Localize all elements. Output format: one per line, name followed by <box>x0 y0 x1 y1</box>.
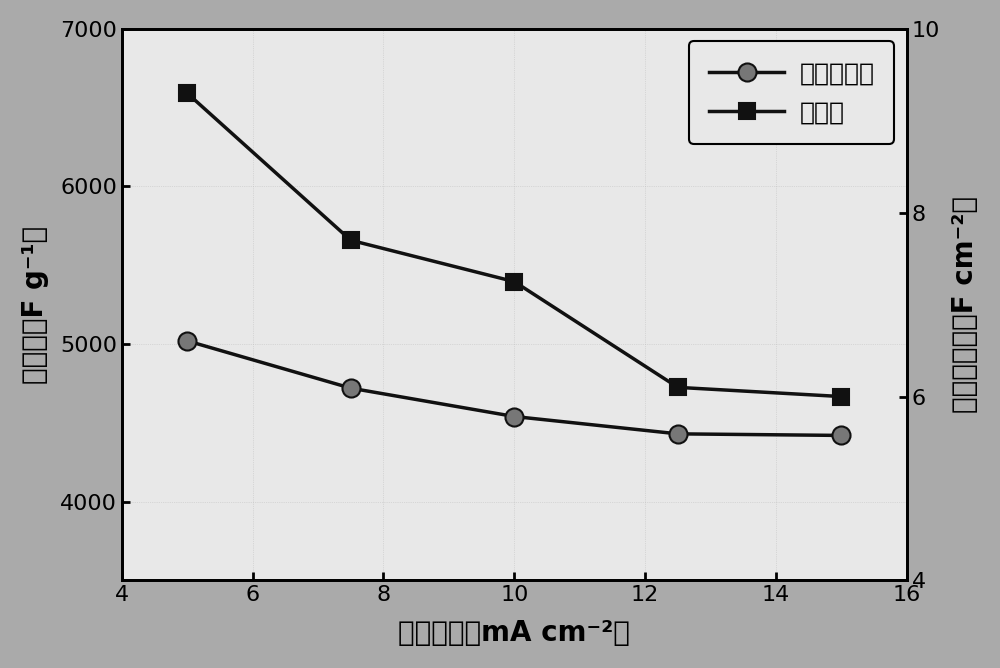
Y-axis label: 面积比容量（F cm⁻²）: 面积比容量（F cm⁻²） <box>951 196 979 413</box>
面积比容量 <box>835 432 847 440</box>
Legend: 面积比容量, 比容量: 面积比容量, 比容量 <box>689 41 894 144</box>
X-axis label: 电流密度（mA cm⁻²）: 电流密度（mA cm⁻²） <box>398 619 630 647</box>
比容量 <box>672 383 684 391</box>
比容量 <box>345 236 357 244</box>
Line: 比容量: 比容量 <box>180 86 849 404</box>
面积比容量 <box>345 384 357 392</box>
比容量 <box>508 278 520 286</box>
比容量 <box>181 89 193 97</box>
面积比容量 <box>672 430 684 438</box>
面积比容量 <box>181 337 193 345</box>
Line: 面积比容量: 面积比容量 <box>178 332 850 444</box>
比容量 <box>835 393 847 401</box>
面积比容量 <box>508 413 520 421</box>
Y-axis label: 比容量（F g⁻¹）: 比容量（F g⁻¹） <box>21 226 49 383</box>
